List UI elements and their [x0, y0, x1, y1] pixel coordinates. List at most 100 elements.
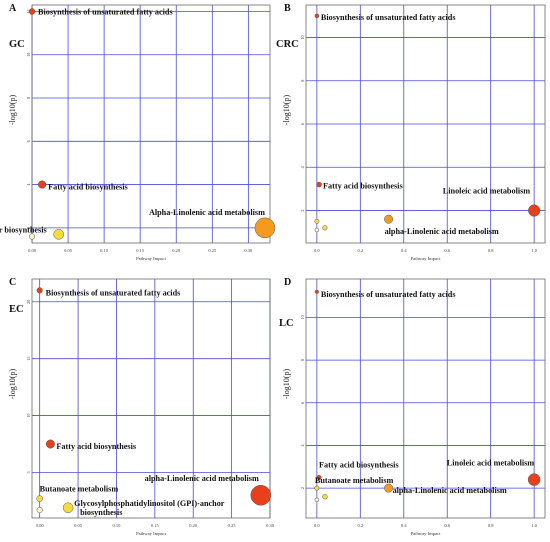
x-tick-label: 0.20 — [172, 248, 181, 253]
pathway-point[interactable] — [314, 289, 319, 294]
pathway-label: Biosynthesis of unsaturated fatty acids — [321, 290, 456, 299]
y-tick-label: 20 — [26, 300, 31, 304]
points — [314, 289, 541, 503]
x-tick-label: 0.4 — [401, 248, 407, 253]
x-tick-label: 0.2 — [358, 248, 364, 253]
pathway-label: alpha-Linolenic acid metabolism — [385, 227, 499, 236]
pathway-label: Butanoate metabolism — [40, 485, 119, 494]
grid — [31, 5, 270, 243]
panel-b: 0.0 0.2 0.4 0.6 0.8 1.0 10 8 6 4 2 Pathway Impact -l… — [276, 3, 546, 261]
pathway-point[interactable] — [527, 473, 541, 486]
x-tick-label: 0.30 — [266, 523, 275, 528]
pathway-point[interactable] — [528, 204, 541, 217]
plot-frame — [31, 4, 271, 244]
pathway-label: Butanoate metabolism — [315, 476, 394, 485]
group-label: GC — [9, 39, 25, 50]
y-axis-label: -log10(p) — [282, 95, 291, 126]
pathway-label: Linoleic acid metabolism — [447, 459, 535, 468]
x-axis-label: Pathway Impact — [136, 531, 166, 536]
pathway-label: Fatty acid biosynthesis — [323, 182, 403, 191]
x-tick-label: 0.0 — [314, 248, 320, 253]
pathway-label: Fatty acid biosynthesis — [48, 183, 128, 192]
x-tick-label: 0.00 — [28, 248, 37, 253]
pathway-point[interactable] — [384, 214, 394, 224]
x-tick-label: 1.0 — [531, 523, 537, 528]
pathway-point[interactable] — [45, 439, 55, 449]
y-tick-label: 4 — [26, 183, 31, 186]
plot-frame — [305, 4, 546, 244]
pathway-point[interactable] — [62, 502, 74, 514]
x-axis-label: Pathway Impact — [136, 256, 166, 261]
x-tick-label: 0.00 — [36, 523, 45, 528]
pathway-label: Biosynthesis of unsaturated fatty acids — [38, 7, 173, 16]
x-tick-label: 0.05 — [64, 248, 73, 253]
pathway-point[interactable] — [36, 287, 43, 294]
pathway-point[interactable] — [322, 494, 328, 500]
pathway-point[interactable] — [250, 484, 272, 506]
y-axis-label: -log10(p) — [8, 369, 17, 400]
pathway-label: alpha-Linolenic acid metabolism — [393, 486, 507, 495]
points — [36, 287, 272, 514]
panel-letter: B — [284, 3, 291, 14]
y-tick-label: 10 — [26, 413, 31, 417]
pathway-label: alpha-Linolenic acid metabolism — [145, 474, 259, 483]
grid — [306, 279, 545, 518]
pathway-point[interactable] — [254, 217, 276, 239]
pathway-point[interactable] — [36, 506, 43, 514]
y-tick-label: 2 — [300, 209, 305, 211]
pathway-label: Biosynthesis of unsaturated fatty acids — [46, 288, 181, 297]
pathway-point[interactable] — [316, 181, 322, 188]
x-axis-label: Pathway Impact — [411, 531, 441, 536]
y-axis-label: -log10(p) — [282, 369, 291, 400]
pathway-point[interactable] — [314, 218, 320, 224]
y-tick-label: 10 — [300, 35, 305, 39]
y-tick-label: 2 — [300, 487, 305, 489]
pathway-point[interactable] — [314, 227, 320, 233]
x-tick-label: 0.8 — [488, 523, 494, 528]
x-tick-label: 0.20 — [189, 523, 198, 528]
group-label: LC — [279, 318, 294, 329]
pathway-label: Biosynthesis of unsaturated fatty acids — [321, 13, 456, 22]
y-axis-label: -log10(p) — [8, 95, 17, 126]
x-tick-label: 0.6 — [444, 523, 450, 528]
y-tick-label: 6 — [300, 402, 305, 404]
panel-d: 0.0 0.2 0.4 0.6 0.8 1.0 10 8 6 4 2 Pathway Impact -l… — [279, 277, 546, 536]
y-tick-label: 4 — [300, 165, 305, 168]
y-tick-label: 6 — [300, 123, 305, 125]
x-tick-label: 0.8 — [488, 248, 494, 253]
y-tick-label: 8 — [300, 359, 305, 361]
y-tick-label: 5 — [26, 471, 31, 473]
pathway-point[interactable] — [316, 475, 322, 480]
pathway-point[interactable] — [384, 483, 394, 493]
x-tick-label: 0.10 — [113, 523, 122, 528]
pathway-point[interactable] — [314, 485, 320, 491]
pathway-label: Alpha-Linolenic acid metabolism — [149, 208, 265, 217]
panel-a: 0.00 0.05 0.10 0.15 0.20 0.25 0.30 12 10 8 6 4 2 Path… — [0, 3, 276, 261]
pathway-point[interactable] — [38, 180, 47, 189]
x-tick-label: 0.05 — [74, 523, 83, 528]
x-tick-label: 0.25 — [208, 248, 217, 253]
x-tick-label: 0.25 — [228, 523, 237, 528]
y-tick-label: 2 — [26, 227, 31, 229]
pathway-point[interactable] — [28, 8, 36, 15]
panel-c: 0.00 0.05 0.10 0.15 0.20 0.25 0.30 20 15 10 5 Pathw… — [8, 277, 275, 536]
x-tick-label: 0.2 — [358, 523, 364, 528]
x-tick-label: 0.15 — [151, 523, 160, 528]
x-tick-label: 0.15 — [136, 248, 145, 253]
y-tick-label: 10 — [26, 53, 31, 57]
x-tick-label: 0.6 — [444, 248, 450, 253]
panel-letter: C — [9, 277, 16, 288]
pathway-label: Fatty acid biosynthesis — [56, 442, 136, 451]
pathway-point[interactable] — [53, 229, 64, 240]
pathway-point[interactable] — [28, 233, 36, 240]
pathway-point[interactable] — [322, 225, 328, 231]
y-tick-label: 6 — [26, 140, 31, 142]
y-tick-label: 4 — [300, 443, 305, 446]
pathway-point[interactable] — [314, 497, 320, 503]
x-tick-label: 1.0 — [531, 248, 537, 253]
pathway-point[interactable] — [314, 13, 320, 19]
group-label: EC — [9, 304, 24, 315]
plot-frame — [31, 278, 271, 519]
pathway-point[interactable] — [36, 495, 43, 502]
